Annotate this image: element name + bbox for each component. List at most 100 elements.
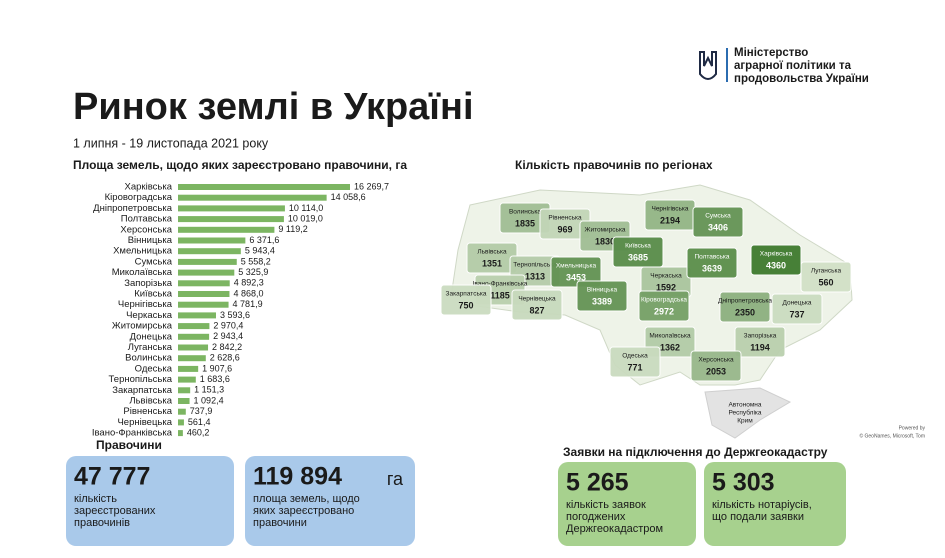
crimea-outline <box>704 387 792 439</box>
bar <box>178 365 199 372</box>
category-label: Сумська <box>135 256 173 267</box>
value-label: 5 943,4 <box>245 246 275 256</box>
stat-number: 5 303 <box>712 469 775 497</box>
region-name: Львівська <box>477 248 507 256</box>
region-value: 2350 <box>735 307 755 317</box>
bar <box>178 291 230 297</box>
region-value: 1830 <box>595 236 615 246</box>
category-label: Вінницька <box>128 235 173 246</box>
category-label: Донецька <box>130 331 173 342</box>
ministry-line: аграрної політики та <box>734 60 852 72</box>
value-label: 10 019,0 <box>288 213 323 223</box>
bar <box>178 419 184 426</box>
region-value: 4360 <box>766 260 786 270</box>
region-name: Рівненська <box>548 214 582 222</box>
bar <box>178 226 275 233</box>
region-name: Тернопільська <box>513 261 557 269</box>
crimea-label: Крим <box>737 418 753 425</box>
region-value: 750 <box>458 300 473 310</box>
region-value: 771 <box>627 362 642 372</box>
value-label: 561,4 <box>188 417 211 427</box>
bar <box>178 237 246 244</box>
stat-text: площа земель, щодо <box>253 493 360 505</box>
region-name: Запорізька <box>744 332 777 340</box>
region-name: Кіровоградська <box>641 296 687 304</box>
region-value: 560 <box>818 277 833 287</box>
stat-card <box>558 462 696 546</box>
value-label: 737,9 <box>190 406 213 416</box>
value-label: 9 119,2 <box>278 224 307 234</box>
section-title: Заявки на підключення до Держгеокадастру <box>563 445 828 459</box>
category-label: Харківська <box>125 182 173 193</box>
stat-number: 47 777 <box>74 463 150 491</box>
value-label: 16 269,7 <box>354 181 389 191</box>
region-value: 1351 <box>482 258 502 268</box>
value-label: 1 683,6 <box>200 374 230 384</box>
category-label: Закарпатська <box>112 385 172 396</box>
value-label: 4 868,0 <box>233 288 263 298</box>
section-title: Правочини <box>96 438 162 452</box>
region-value: 3453 <box>566 272 586 282</box>
category-label: Луганська <box>128 342 173 353</box>
category-label: Київська <box>134 289 172 300</box>
stat-text: що подали заявки <box>712 511 804 523</box>
stat-text: кількість нотаріусів, <box>712 499 812 511</box>
bar <box>178 344 209 351</box>
value-label: 460,2 <box>187 427 210 437</box>
region-name: Миколаївська <box>649 333 691 340</box>
bar <box>178 323 210 330</box>
value-label: 1 092,4 <box>194 395 224 405</box>
value-label: 5 558,2 <box>241 256 271 266</box>
value-label: 1 151,3 <box>194 385 224 395</box>
bar <box>178 430 183 437</box>
category-label: Чернівецька <box>117 417 172 428</box>
region-name: Дніпропетровська <box>718 297 772 305</box>
stat-text: Держгеокадастром <box>566 523 663 535</box>
region-value: 737 <box>789 309 804 319</box>
region-name: Івано-Франківська <box>473 280 528 288</box>
region <box>576 280 628 312</box>
region-name: Вінницька <box>587 286 618 294</box>
stat-number: 119 894 <box>253 463 342 491</box>
region-name: Чернігівська <box>651 205 688 213</box>
stat-text: правочинів <box>74 517 130 529</box>
category-label: Чернігівська <box>118 299 173 310</box>
category-label: Івано-Франківська <box>92 428 173 439</box>
region-name: Житомирська <box>584 227 625 234</box>
region-name: Чернівецька <box>518 295 556 303</box>
bar <box>178 216 284 223</box>
region <box>690 350 742 382</box>
stat-text: зареєстрованих <box>74 505 156 517</box>
stat-unit: га <box>387 469 404 489</box>
emblem <box>699 48 728 82</box>
region-value: 2972 <box>654 306 674 316</box>
crimea-label: Республіка <box>728 409 761 417</box>
chart-title: Площа земель, щодо яких зареєстровано пр… <box>73 158 407 172</box>
category-label: Дніпропетровська <box>93 203 173 214</box>
category-label: Тернопільська <box>109 374 173 385</box>
region <box>734 326 786 358</box>
region-value: 1185 <box>490 290 510 300</box>
bar <box>178 387 191 394</box>
crimea-label: Автономна <box>728 402 761 409</box>
region-value: 1313 <box>525 271 545 281</box>
map-title: Кількість правочинів по регіонах <box>515 158 713 172</box>
region <box>800 261 852 293</box>
ministry-line: Міністерство <box>734 47 808 59</box>
bar <box>178 301 229 308</box>
category-label: Житомирська <box>112 321 173 332</box>
region-value: 1835 <box>515 218 535 228</box>
region <box>511 289 563 321</box>
stat-text: кількість заявок <box>566 499 646 511</box>
region-value: 827 <box>529 305 544 315</box>
category-label: Рівненська <box>123 406 172 417</box>
bar <box>178 280 230 287</box>
value-label: 1 907,6 <box>202 363 232 373</box>
region <box>638 290 690 322</box>
category-label: Миколаївська <box>112 267 173 278</box>
ministry-line: продовольства України <box>734 73 869 85</box>
value-label: 2 970,4 <box>213 320 243 330</box>
bar <box>178 248 241 255</box>
